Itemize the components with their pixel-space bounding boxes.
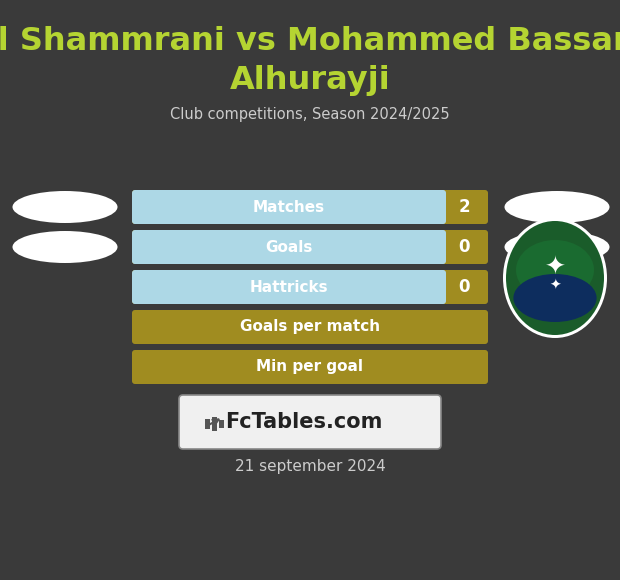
- FancyBboxPatch shape: [132, 230, 446, 264]
- Text: ✦: ✦: [544, 256, 565, 280]
- Ellipse shape: [12, 231, 118, 263]
- Ellipse shape: [12, 191, 118, 223]
- Text: Alhurayji: Alhurayji: [229, 64, 391, 96]
- Text: 0: 0: [458, 278, 470, 296]
- Text: FcTables.com: FcTables.com: [225, 412, 383, 432]
- FancyBboxPatch shape: [132, 230, 488, 264]
- Text: Min per goal: Min per goal: [257, 360, 363, 375]
- FancyBboxPatch shape: [132, 190, 446, 224]
- Ellipse shape: [516, 240, 594, 300]
- Text: Hattricks: Hattricks: [250, 280, 329, 295]
- FancyBboxPatch shape: [179, 395, 441, 449]
- Text: 21 september 2024: 21 september 2024: [234, 459, 386, 474]
- FancyBboxPatch shape: [132, 270, 446, 304]
- FancyBboxPatch shape: [212, 417, 217, 431]
- Text: 2: 2: [458, 198, 470, 216]
- Ellipse shape: [513, 274, 596, 322]
- FancyBboxPatch shape: [205, 419, 210, 429]
- Text: 0: 0: [458, 238, 470, 256]
- Ellipse shape: [505, 191, 609, 223]
- FancyBboxPatch shape: [219, 420, 224, 428]
- Ellipse shape: [503, 218, 607, 338]
- Ellipse shape: [505, 231, 609, 263]
- FancyBboxPatch shape: [132, 350, 488, 384]
- FancyBboxPatch shape: [132, 270, 488, 304]
- FancyBboxPatch shape: [132, 190, 488, 224]
- Text: Al Shammrani vs Mohammed Bassam: Al Shammrani vs Mohammed Bassam: [0, 27, 620, 57]
- FancyBboxPatch shape: [132, 310, 488, 344]
- Text: Matches: Matches: [253, 200, 325, 215]
- Text: Goals per match: Goals per match: [240, 320, 380, 335]
- Text: Goals: Goals: [265, 240, 312, 255]
- Text: ✦: ✦: [549, 279, 561, 293]
- Ellipse shape: [506, 221, 604, 335]
- Text: Club competitions, Season 2024/2025: Club competitions, Season 2024/2025: [170, 107, 450, 122]
